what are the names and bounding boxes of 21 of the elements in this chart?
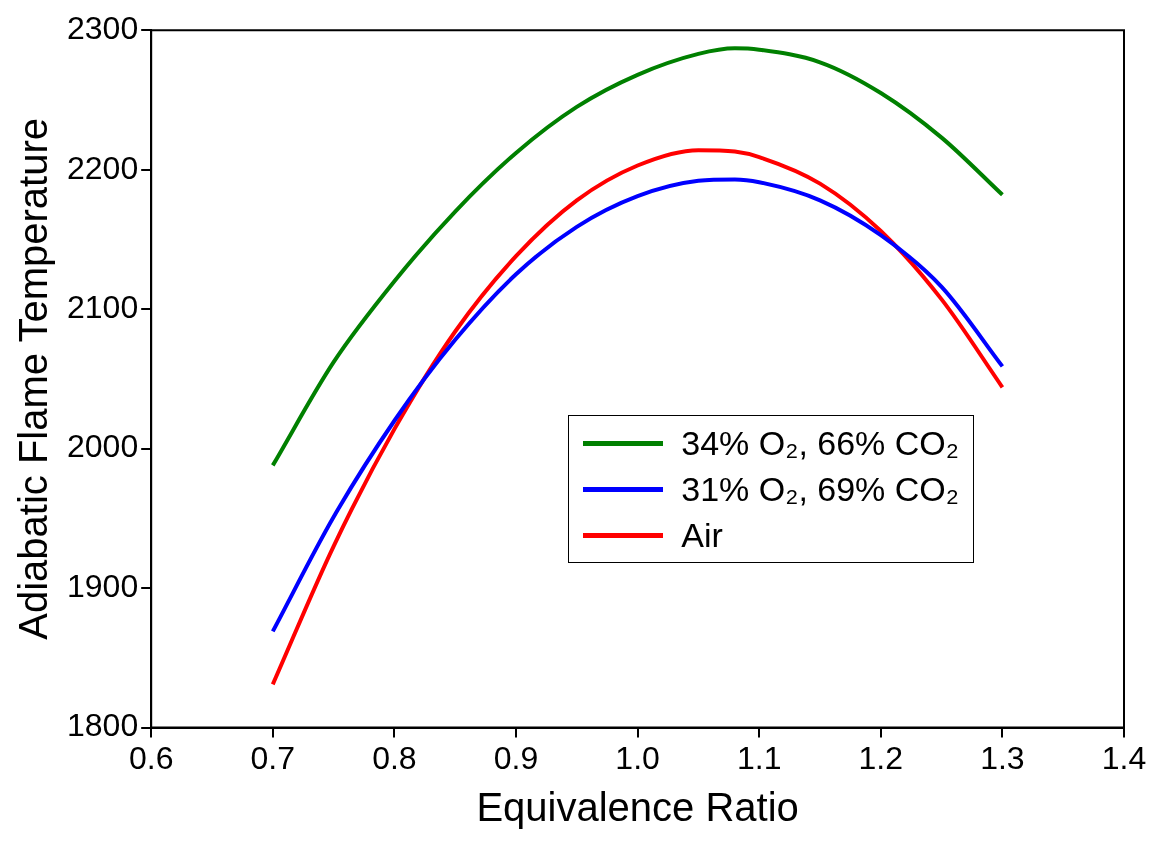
line-series: [270, 177, 1005, 634]
y-tick-label: 2300: [67, 10, 139, 47]
y-tick-label: 1900: [67, 567, 139, 604]
legend-label: Air: [681, 515, 723, 555]
x-tick-label: 1.0: [615, 739, 660, 776]
x-tick-label: 1.2: [858, 739, 904, 776]
y-tick-label: 2000: [67, 428, 139, 465]
x-tick-label: 0.7: [250, 739, 296, 776]
x-tick-label: 1.4: [1101, 739, 1147, 776]
y-tick-label: 2100: [67, 288, 139, 325]
line-series: [270, 46, 1005, 468]
y-tick-label: 2200: [67, 149, 139, 186]
legend-label: 31% O₂, 69% CO₂: [681, 469, 959, 509]
y-axis-title: Adiabatic Flame Temperature: [11, 118, 56, 640]
line-series: [270, 148, 1005, 687]
x-axis-title: Equivalence Ratio: [476, 785, 799, 830]
x-tick-label: 0.9: [493, 739, 539, 776]
legend-label: 34% O₂, 66% CO₂: [681, 423, 959, 463]
x-tick-label: 0.8: [372, 739, 417, 776]
x-tick-label: 1.3: [980, 739, 1025, 776]
x-tick-label: 1.1: [736, 739, 782, 776]
